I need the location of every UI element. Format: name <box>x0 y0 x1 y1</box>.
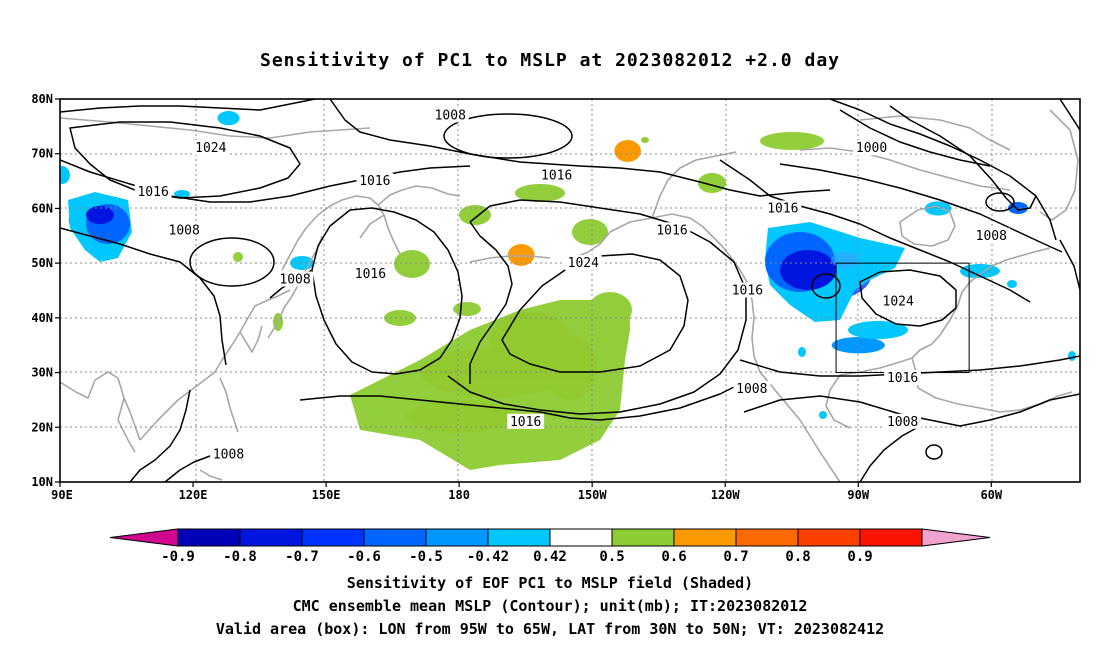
contour-label: 1016 <box>541 169 572 184</box>
contour-label: 1008 <box>736 382 767 397</box>
lon-tick-label: 150E <box>312 488 341 502</box>
contour-label: 1008 <box>887 415 918 430</box>
contour-label-bg <box>356 173 394 189</box>
lat-tick-label: 10N <box>31 475 53 489</box>
caption-line-1: Sensitivity of EOF PC1 to MSLP field (Sh… <box>346 574 754 592</box>
contour-label-bg <box>431 107 469 123</box>
contour-label-bg <box>653 222 691 238</box>
map-area: 1008 1024 1000 1016 1016 1016 1016 1016 1008 1008… <box>60 99 1080 482</box>
lon-tick-label: 120W <box>711 488 741 502</box>
contour-label: 1016 <box>355 267 386 282</box>
contour-label: 1016 <box>887 371 918 386</box>
caption-line-2: CMC ensemble mean MSLP (Contour); unit(m… <box>292 597 808 615</box>
lat-tick-label: 60N <box>31 201 53 215</box>
colorbar-swatch <box>177 528 241 547</box>
contour-label: 1016 <box>732 284 763 299</box>
colorbar-label: -0.9 <box>161 549 195 565</box>
contour-label-bg <box>276 271 314 287</box>
contour-labels: 1008 1024 1000 1016 1016 1016 1016 1016 1008 1008… <box>134 107 1010 463</box>
contour-label-bg <box>884 413 922 429</box>
contour-label: 1024 <box>195 141 226 156</box>
contour-label-bg <box>134 184 172 200</box>
contour-label: 1016 <box>137 185 168 200</box>
colorbar-min-triangle <box>109 528 179 547</box>
colorbar-label: -0.7 <box>285 549 319 565</box>
lon-tick-label: 90E <box>51 488 73 502</box>
colorbar-swatch <box>611 528 675 547</box>
contour-label-bg <box>733 380 771 396</box>
colorbar-label: 0.9 <box>847 549 872 565</box>
lon-tick-label: 150W <box>578 488 608 502</box>
lon-tick-label: 90W <box>847 488 869 502</box>
contour-label-bg <box>728 282 766 298</box>
deep-magenta-core <box>831 252 859 268</box>
contour-label: 1008 <box>169 223 200 238</box>
contour-label: 1016 <box>510 415 541 430</box>
contour-label: 1008 <box>435 108 466 123</box>
colorbar-swatch <box>239 528 303 547</box>
colorbar-swatch <box>549 528 613 547</box>
map-frame <box>59 98 1081 483</box>
contour-label-bg <box>352 266 389 282</box>
contour-label-bg <box>564 255 602 271</box>
colorbar-label: -0.42 <box>467 549 509 565</box>
colorbar-label: -0.8 <box>223 549 257 565</box>
lat-tick-label: 50N <box>31 256 53 270</box>
lat-tick-label: 30N <box>31 366 53 380</box>
contour-label-bg <box>972 227 1010 243</box>
contour-label-bg <box>853 140 890 156</box>
contour-label-bg <box>538 167 576 183</box>
colorbar-label: -0.5 <box>409 549 443 565</box>
contour-label: 1016 <box>359 174 390 189</box>
contour-label-bg <box>165 222 203 238</box>
colorbar-label: -0.6 <box>347 549 381 565</box>
contour-label-bg <box>764 200 802 216</box>
lat-tick-label: 80N <box>31 92 53 106</box>
lon-tick-label: 180 <box>448 488 470 502</box>
colorbar-swatch <box>363 528 427 547</box>
contour-label: 1016 <box>656 223 687 238</box>
contour-label-bg <box>884 370 922 386</box>
contour-label-bg <box>879 293 917 309</box>
mslp-contours <box>60 99 1080 482</box>
colorbar-swatch <box>487 528 551 547</box>
colorbar-swatch <box>425 528 489 547</box>
shaded-region <box>614 140 641 162</box>
lon-tick-label: 120E <box>179 488 208 502</box>
colorbar-max-triangle <box>921 528 991 547</box>
contour-label-bg <box>192 140 230 156</box>
contour-label: 1016 <box>767 201 798 216</box>
deep-blue-core <box>86 206 836 290</box>
shaded-region <box>924 201 952 216</box>
contour-label: 1000 <box>856 141 887 156</box>
contour-label: 1008 <box>213 448 244 463</box>
contour-label-bg <box>210 446 247 462</box>
lon-tick-label: 60W <box>980 488 1002 502</box>
lat-tick-label: 70N <box>31 147 53 161</box>
contour-label: 1024 <box>883 294 914 309</box>
colorbar-swatch <box>673 528 737 547</box>
colorbar-label: 0.8 <box>785 549 810 565</box>
colorbar-label: 0.6 <box>661 549 686 565</box>
lat-tick-label: 40N <box>31 311 53 325</box>
colorbar-swatch <box>859 528 923 547</box>
colorbar-swatch <box>735 528 799 547</box>
contour-label: 1008 <box>976 229 1007 244</box>
caption-line-3: Valid area (box): LON from 95W to 65W, L… <box>215 620 885 638</box>
contour-label: 1008 <box>279 273 310 288</box>
colorbar-label: 0.7 <box>723 549 748 565</box>
contour-label-bg <box>507 413 545 429</box>
lat-tick-label: 20N <box>31 420 53 434</box>
colorbar: -0.9 -0.8 -0.7 -0.6 -0.5 -0.42 0.42 0.5 0.6 0.7 0.… <box>109 528 991 565</box>
shaded-region <box>217 111 240 126</box>
shaded-region <box>507 243 535 266</box>
colorbar-swatch <box>797 528 861 547</box>
colorbar-label: 0.42 <box>533 549 567 565</box>
contour-label: 1024 <box>568 256 599 271</box>
chart-title: Sensitivity of PC1 to MSLP at 2023082012… <box>259 50 840 71</box>
colorbar-label: 0.5 <box>599 549 624 565</box>
colorbar-swatch <box>301 528 365 547</box>
